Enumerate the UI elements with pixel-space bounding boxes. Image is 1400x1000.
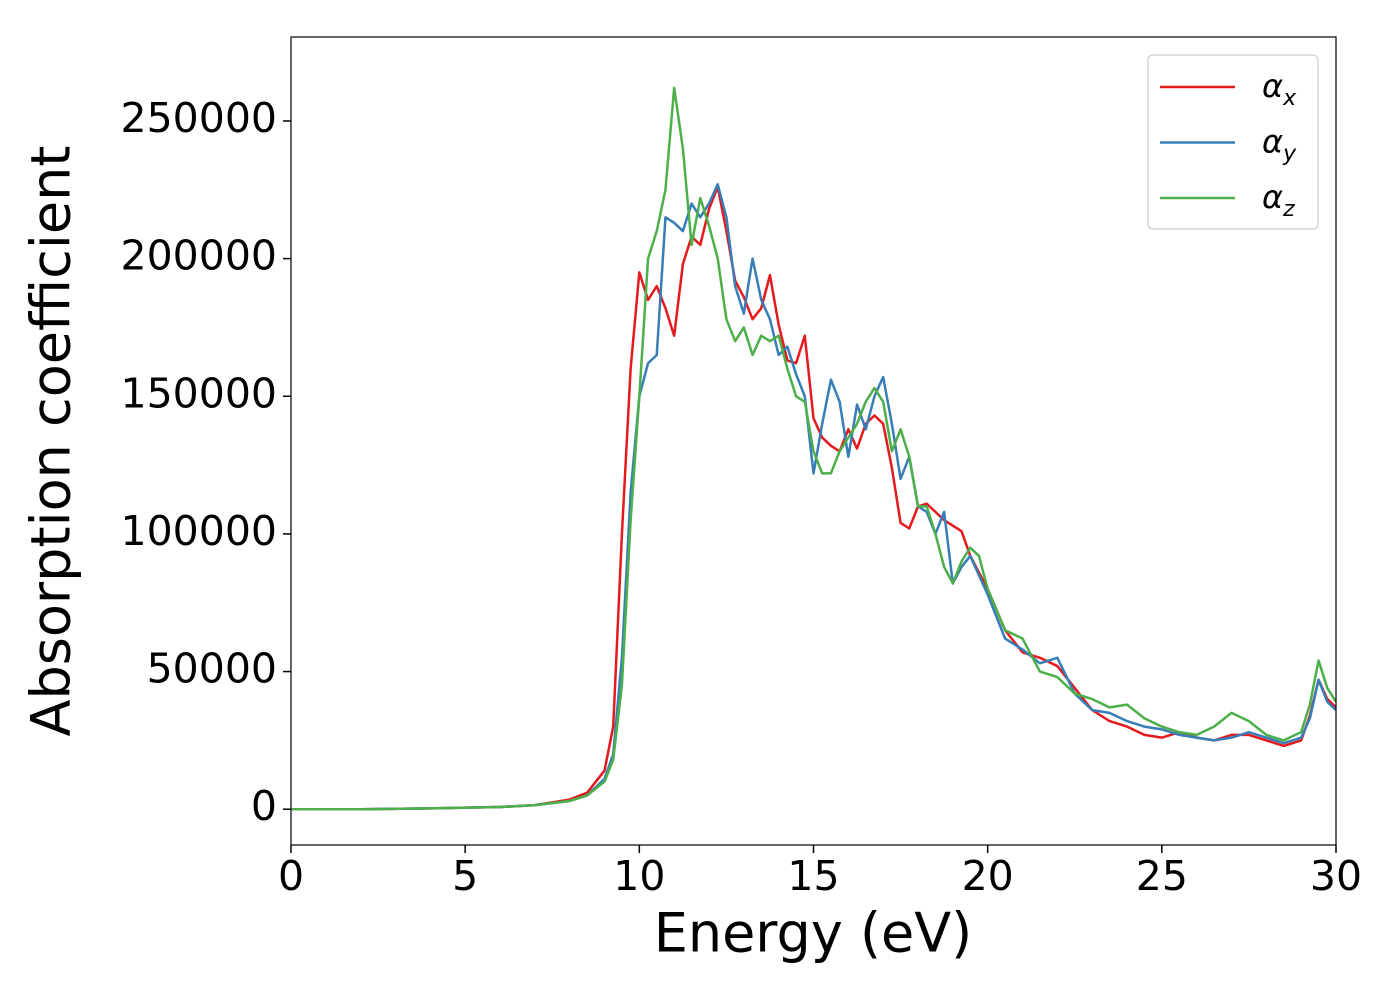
x-tick-label: 20 [962,852,1014,900]
y-tick-label: 200000 [120,232,277,280]
legend-symbol: α [1262,178,1283,216]
y-tick-label: 250000 [120,94,277,142]
data-line [291,185,1336,811]
y-tick-label: 0 [251,782,277,830]
x-tick-label: 25 [1136,852,1188,900]
y-axis-label: Absorption coefficient [20,146,83,737]
data-line [291,86,1336,811]
legend-label: αx [1262,67,1297,111]
legend-subscript: y [1282,142,1297,167]
x-tick-label: 10 [613,852,665,900]
x-tick-label: 15 [787,852,839,900]
legend-subscript: z [1282,197,1295,222]
y-tick-label: 50000 [147,645,277,693]
x-tick-label: 5 [452,852,478,900]
x-tick-label: 30 [1310,852,1362,900]
y-tick-label: 150000 [120,369,277,417]
legend-label: αz [1262,178,1295,222]
legend-symbol: α [1262,123,1283,161]
x-axis-label: Energy (eV) [654,902,973,965]
x-tick-label: 0 [278,852,304,900]
legend-symbol: α [1262,67,1283,105]
legend-subscript: x [1282,86,1297,111]
plot-frame [290,36,1337,846]
legend-label: αy [1262,123,1297,167]
data-line [291,183,1336,811]
y-tick-label: 100000 [120,507,277,555]
